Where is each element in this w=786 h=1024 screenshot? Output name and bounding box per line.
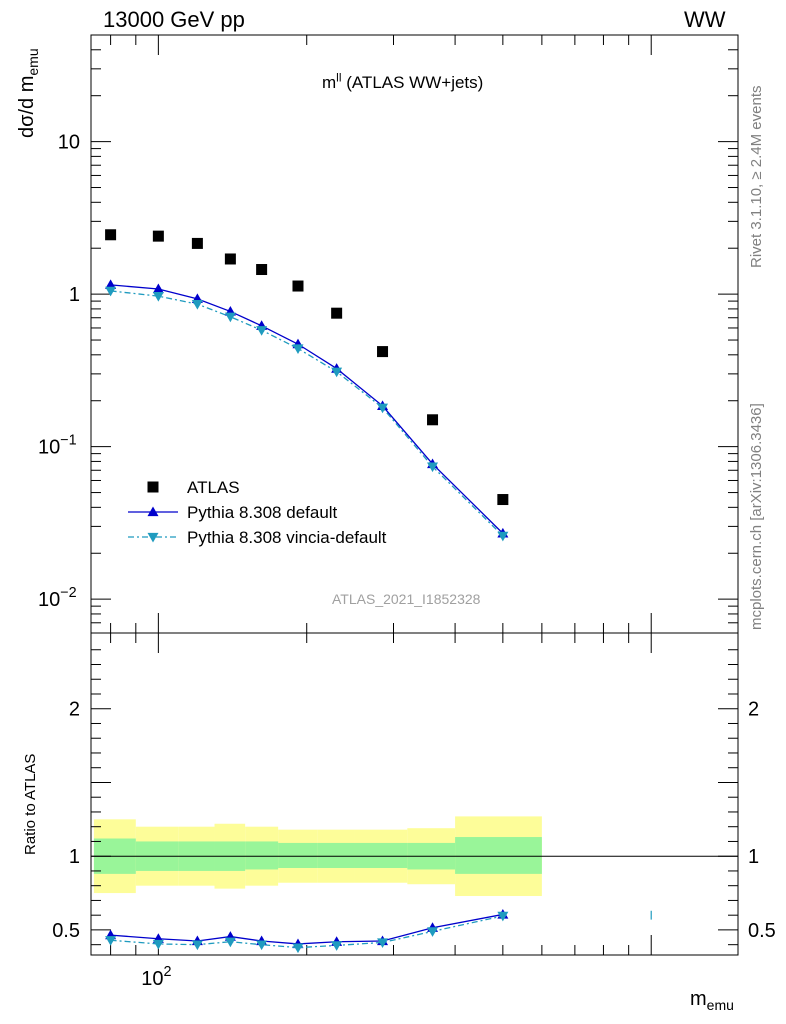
- legend-marker-2: [147, 532, 159, 543]
- data-point-atlas: [427, 414, 439, 426]
- ratio-point-pythia-vincia: [292, 943, 304, 954]
- stat-uncertainty-band: [354, 842, 408, 868]
- data-point-atlas: [256, 264, 268, 276]
- data-point-pythia-vincia: [224, 312, 236, 323]
- ratio-y-tick-label-right: 1: [748, 846, 759, 868]
- ratio-point-pythia-vincia: [256, 940, 268, 951]
- y-tick-label: 10: [58, 132, 80, 154]
- ratio-point-pythia-vincia: [331, 941, 343, 951]
- legend-label-1: Pythia 8.308 default: [187, 503, 338, 522]
- data-point-atlas: [377, 346, 389, 358]
- data-point-pythia-vincia: [427, 462, 439, 473]
- data-point-pythia-vincia: [377, 403, 389, 414]
- legend-marker-atlas: [147, 481, 159, 493]
- legend-label-2: Pythia 8.308 vincia-default: [187, 528, 387, 547]
- stat-uncertainty-band: [278, 842, 318, 868]
- series-line-2: [110, 290, 504, 537]
- legend-label-0: ATLAS: [187, 478, 240, 497]
- ratio-point-pythia-vincia: [105, 936, 117, 946]
- data-point-atlas: [331, 307, 343, 319]
- x-tick-label: 102: [141, 964, 171, 990]
- data-point-atlas: [292, 280, 304, 292]
- x-axis-label: memu: [690, 988, 734, 1013]
- ratio-point-pythia-vincia: [224, 937, 236, 948]
- stat-uncertainty-band: [317, 842, 355, 868]
- ratio-y-tick-label: 1: [69, 846, 80, 868]
- stat-uncertainty-band: [455, 837, 542, 874]
- data-point-atlas: [224, 253, 236, 265]
- header-process-label: WW: [684, 7, 726, 32]
- ratio-line-2: [110, 915, 503, 949]
- data-point-pythia-vincia: [331, 367, 343, 378]
- ratio-y-tick-label: 0.5: [52, 920, 80, 942]
- analysis-watermark: ATLAS_2021_I1852328: [332, 591, 481, 607]
- data-point-pythia-vincia: [152, 292, 164, 302]
- data-point-atlas: [105, 229, 117, 241]
- data-point-atlas: [152, 230, 164, 242]
- ratio-point-pythia-vincia: [497, 911, 509, 922]
- series-line-1: [110, 284, 504, 534]
- ratio-point-pythia-vincia: [152, 939, 164, 950]
- data-point-pythia-vincia: [497, 531, 509, 542]
- y-axis-label: dσ/d memu: [16, 48, 41, 138]
- ratio-plot-frame: [90, 632, 739, 956]
- data-point-atlas: [497, 494, 509, 506]
- chart-title: mll (ATLAS WW+jets): [322, 70, 484, 92]
- y-tick-label: 10−1: [38, 433, 77, 459]
- ratio-y-tick-label: 2: [69, 699, 80, 721]
- data-point-atlas: [191, 237, 203, 249]
- ratio-point-pythia-vincia: [191, 940, 203, 951]
- data-point-pythia-vincia: [292, 344, 304, 355]
- legend-marker-1: [147, 506, 159, 517]
- data-point-pythia-vincia: [105, 286, 117, 297]
- data-point-pythia-vincia: [256, 326, 268, 336]
- rivet-version-label: Rivet 3.1.10, ≥ 2.4M events: [748, 85, 765, 269]
- ratio-y-tick-label-right: 2: [748, 699, 759, 721]
- data-point-pythia-default: [105, 279, 117, 289]
- mcplots-source-label: mcplots.cern.ch [arXiv:1306.3436]: [748, 403, 765, 630]
- y-tick-label: 1: [69, 284, 80, 306]
- ratio-point-pythia-vincia: [427, 927, 439, 937]
- data-point-pythia-default: [152, 283, 164, 294]
- header-beam-label: 13000 GeV pp: [103, 7, 245, 32]
- data-point-pythia-vincia: [191, 299, 203, 310]
- y-tick-label: 10−2: [38, 585, 77, 611]
- ratio-line-1: [110, 913, 503, 945]
- stat-uncertainty-band: [245, 841, 279, 870]
- ratio-point-pythia-vincia: [377, 938, 389, 948]
- ratio-y-tick-label-right: 0.5: [748, 920, 776, 942]
- ratio-y-axis-label: Ratio to ATLAS: [22, 753, 39, 855]
